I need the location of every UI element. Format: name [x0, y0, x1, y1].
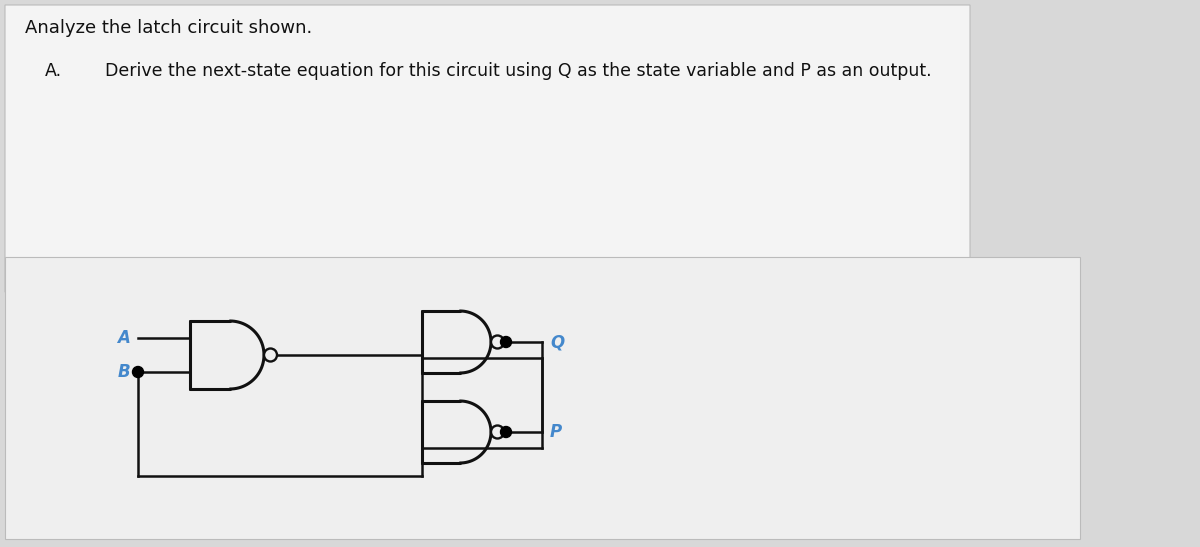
Circle shape [264, 348, 277, 362]
Polygon shape [5, 5, 970, 292]
Text: Q: Q [550, 333, 564, 351]
Polygon shape [5, 257, 1080, 539]
Text: P: P [550, 423, 562, 441]
Text: Derive the next-state equation for this circuit using Q as the state variable an: Derive the next-state equation for this … [106, 62, 931, 80]
Circle shape [132, 366, 144, 377]
Text: Analyze the latch circuit shown.: Analyze the latch circuit shown. [25, 19, 312, 37]
Text: A: A [118, 329, 130, 347]
Circle shape [500, 427, 511, 438]
Text: A.: A. [46, 62, 62, 80]
Circle shape [491, 335, 504, 348]
Circle shape [500, 336, 511, 347]
Text: B: B [118, 363, 130, 381]
Circle shape [491, 426, 504, 439]
